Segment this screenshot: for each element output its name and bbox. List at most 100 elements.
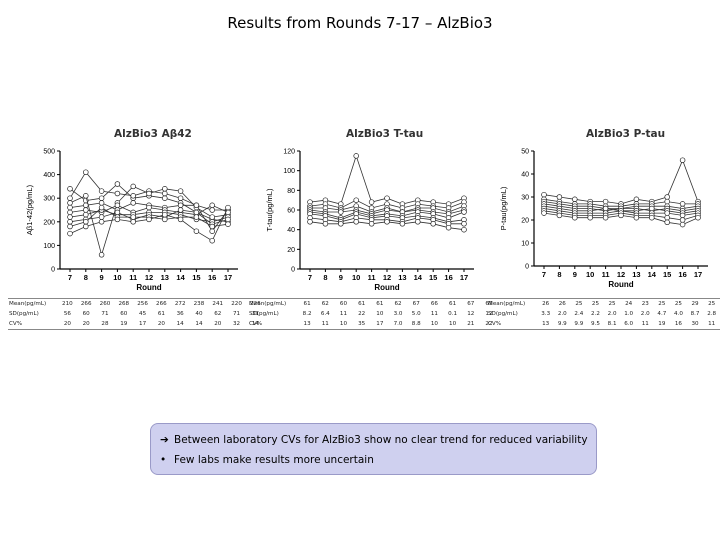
abeta42-data-point: [67, 204, 73, 211]
abeta42-stats-cell: 60: [82, 311, 90, 317]
ptau-stats-cell: 25: [653, 298, 671, 309]
ptau-x-tick-label: 7: [542, 270, 546, 279]
abeta42-data-point: [83, 211, 89, 218]
ttau-stats-cell: 11: [430, 311, 438, 317]
ttau-stats-row-label: SD(pg/mL): [249, 311, 279, 317]
ptau-stats-cell: 25: [603, 298, 621, 309]
abeta42-data-point: [67, 230, 73, 237]
ttau-stats-cell: 62: [388, 298, 408, 309]
ttau-x-tick-label: 10: [352, 273, 360, 282]
abeta42-x-tick-label: 12: [145, 273, 153, 282]
abeta42-x-tick-label: 10: [113, 273, 121, 282]
abeta42-data-point: [177, 207, 184, 213]
abeta42-stats-row-label: Mean(pg/mL): [8, 298, 58, 309]
abeta42-stats-cell: 272: [170, 298, 190, 309]
abeta42-stats-cell: 71: [233, 311, 241, 317]
abeta42-y-tick-label: 500: [43, 149, 55, 156]
ttau-stats-cell: 60: [334, 298, 353, 309]
ttau-y-tick-label: 40: [287, 227, 295, 234]
ptau-data-point: [679, 212, 686, 219]
abeta42-x-tick-label: 9: [100, 273, 104, 282]
ttau-data-point: [461, 226, 467, 233]
abeta42-stats-table: Mean(pg/mL) 210 266 260 268 256 266 272 238 241 22…: [8, 298, 265, 330]
ttau-stats-cell: 10: [334, 319, 353, 330]
abeta42-stats-cell: 32: [227, 319, 246, 330]
ptau-data-point: [602, 214, 609, 221]
ptau-y-tick-label: 40: [521, 172, 529, 179]
ptau-stats-cell: 13: [537, 319, 554, 330]
abeta42-stats-cell: 19: [114, 319, 134, 330]
ptau-stats-cell: 4.0: [673, 311, 683, 317]
abeta42-y-tick-label: 0: [51, 267, 55, 274]
abeta42-x-tick-label: 15: [192, 273, 200, 282]
ttau-y-tick-label: 60: [287, 208, 295, 215]
ttau-stats-cell: 8.8: [407, 319, 426, 330]
ttau-x-axis-label: Round: [374, 283, 399, 292]
ttau-data-point: [384, 219, 390, 225]
ttau-data-point: [353, 197, 359, 203]
ttau-data-point: [338, 221, 344, 227]
abeta42-x-tick-label: 14: [176, 273, 185, 282]
ptau-stats-row-label: Mean(pg/mL): [487, 298, 538, 309]
ttau-y-tick-label: 80: [287, 188, 295, 195]
ttau-stats-cell: 3.0: [393, 311, 403, 317]
ttau-x-tick-label: 14: [414, 273, 423, 282]
ptau-stats-cell: 24: [620, 298, 637, 309]
abeta42-data-point: [225, 216, 231, 223]
ttau-data-point: [338, 209, 344, 215]
ptau-stats-cell: 2.8: [707, 311, 717, 317]
ttau-data-point: [368, 199, 375, 205]
abeta42-stats-cell: 266: [151, 298, 171, 309]
abeta42-data-point: [209, 202, 215, 209]
ptau-stats-cell: 25: [670, 298, 687, 309]
abeta42-stats-cell: 36: [176, 311, 184, 317]
ptau-x-axis-label: Round: [608, 280, 633, 289]
ptau-panel: AlzBio3 P-tau 0 10 20 30 40 50 7 8 9 10 11 12 13 14 15…: [486, 118, 720, 343]
abeta42-data-point: [193, 209, 200, 216]
ptau-stats-cell: 26: [553, 298, 571, 309]
ptau-stats-cell: 25: [587, 298, 604, 309]
ptau-data-point: [649, 214, 655, 221]
abeta42-data-point: [98, 252, 105, 258]
abeta42-chart: 0 100 200 300 400 500 7 8 9 10 11 12 13 14 15 16 17 Round…: [25, 149, 238, 292]
ttau-stats-cell: 6.4: [320, 311, 330, 317]
ttau-x-tick-label: 15: [429, 273, 437, 282]
ptau-data-point: [602, 198, 609, 205]
ttau-data-point: [368, 221, 375, 227]
abeta42-y-tick-label: 200: [43, 219, 55, 226]
ttau-stats-cell: 61: [443, 298, 462, 309]
ttau-data-point: [445, 224, 452, 231]
ptau-x-tick-label: 15: [663, 270, 671, 279]
ttau-stats-cell: 11: [316, 319, 335, 330]
abeta42-x-tick-label: 7: [68, 273, 72, 282]
ttau-stats-cell: 7.0: [388, 319, 408, 330]
ptau-y-tick-label: 20: [521, 218, 529, 225]
abeta42-stats-cell: 14: [170, 319, 190, 330]
abeta42-data-point: [193, 228, 200, 234]
ptau-stats-cell: 29: [686, 298, 704, 309]
ptau-x-tick-label: 9: [573, 270, 577, 279]
abeta42-stats-cell: 220: [227, 298, 246, 309]
ttau-stats-cell: 17: [370, 319, 389, 330]
abeta42-data-point: [130, 193, 136, 199]
ptau-stats-cell: 9.9: [553, 319, 571, 330]
ttau-data-point: [461, 221, 467, 227]
abeta42-stats-cell: 266: [76, 298, 96, 309]
ptau-stats-cell: 11: [703, 319, 720, 330]
ptau-stats-cell: 4.7: [657, 311, 667, 317]
abeta42-data-point: [83, 202, 89, 209]
abeta42-data-point: [130, 200, 136, 206]
ptau-data-point: [664, 210, 670, 216]
abeta42-x-tick-label: 17: [224, 273, 232, 282]
ttau-chart-title: AlzBio3 T-tau: [346, 128, 424, 140]
abeta42-data-point: [146, 190, 152, 197]
ttau-stats-cell: 12: [485, 311, 493, 317]
ttau-x-tick-label: 17: [460, 273, 468, 282]
ptau-stats-cell: 2.0: [607, 311, 617, 317]
abeta42-stats-cell: 20: [151, 319, 171, 330]
ttau-y-tick-label: 100: [283, 168, 295, 175]
abeta42-data-point: [98, 214, 105, 220]
ttau-data-point: [399, 221, 406, 227]
abeta42-stats-row: CV% 20 20 28 19 17 20 14 14 20 32 14: [8, 319, 265, 330]
ttau-data-point: [384, 195, 390, 201]
